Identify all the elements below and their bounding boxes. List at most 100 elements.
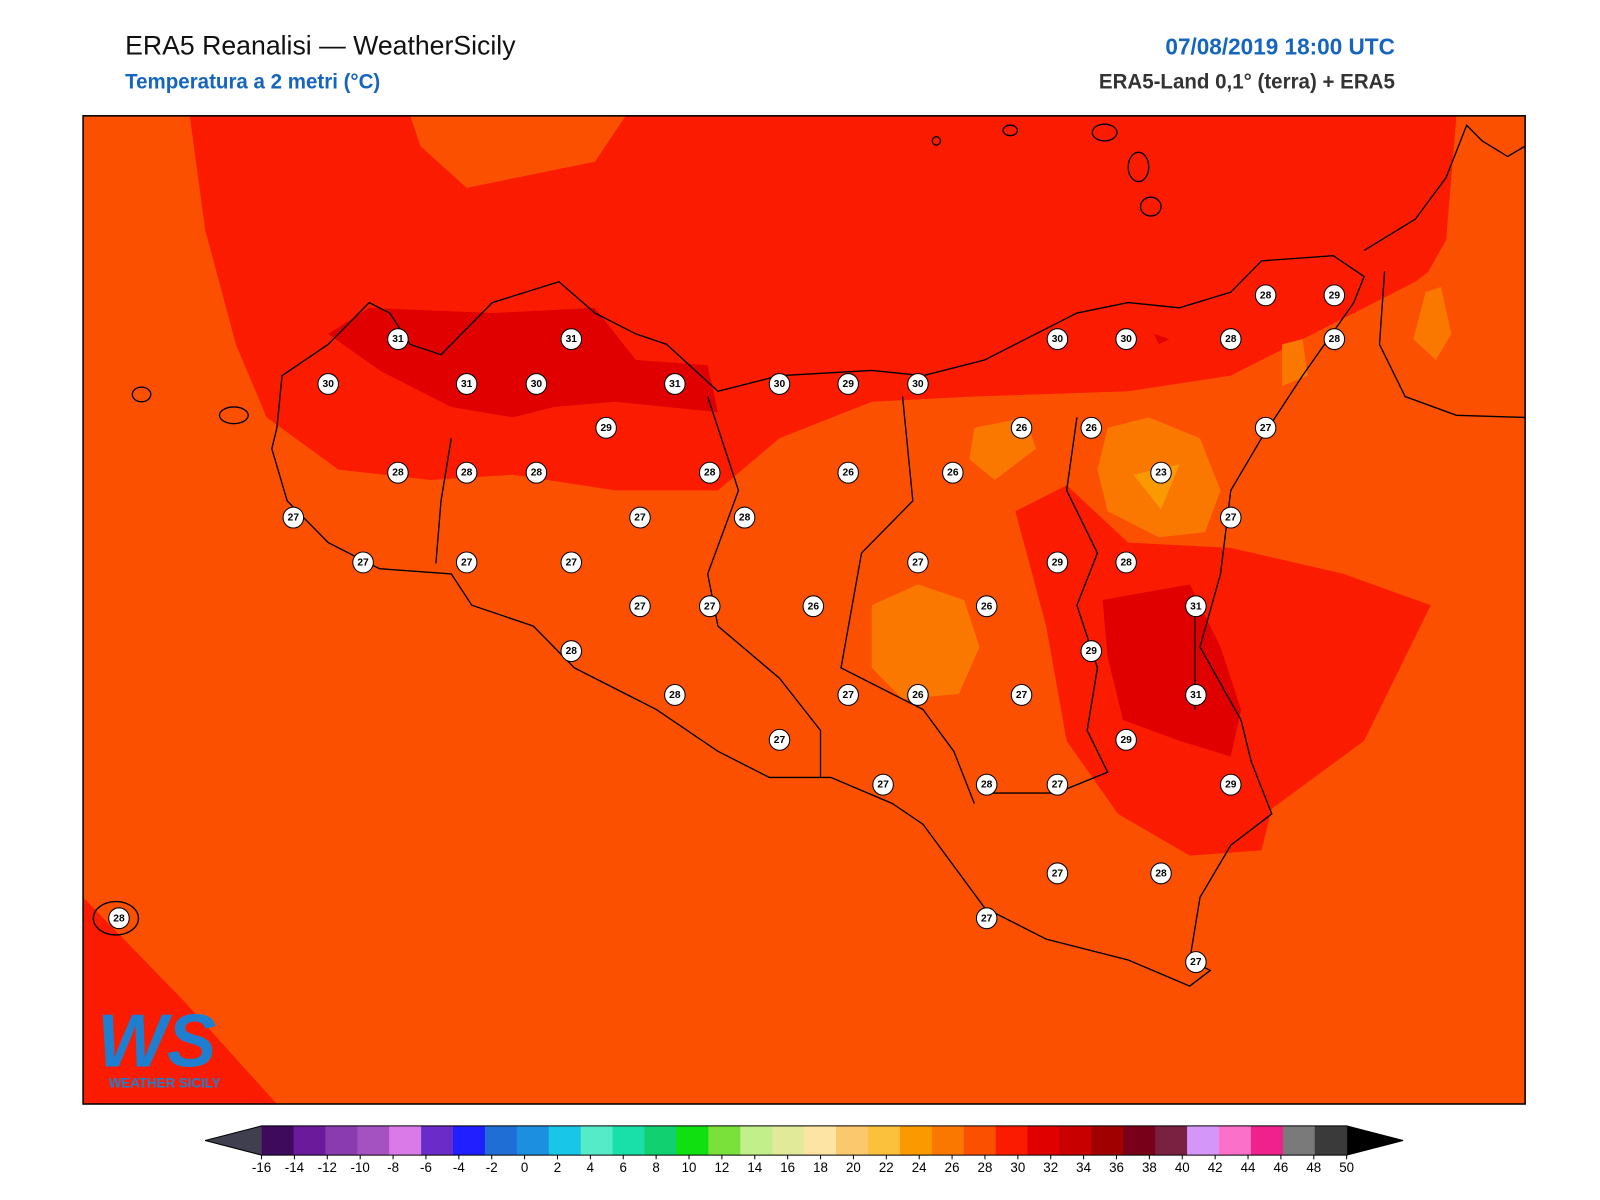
station-value: 28 xyxy=(704,468,716,479)
station-value: 28 xyxy=(1260,290,1272,301)
station-value: 29 xyxy=(1329,290,1341,301)
station: 26 xyxy=(837,461,859,484)
station: 28 xyxy=(1254,284,1277,307)
station-dot xyxy=(1185,951,1207,974)
station-value: 27 xyxy=(461,557,473,568)
station: 29 xyxy=(837,373,859,395)
colorbar-bin xyxy=(580,1125,614,1156)
island xyxy=(218,406,249,425)
station-dot xyxy=(664,684,686,706)
station-value: 31 xyxy=(1190,690,1202,701)
station-value: 27 xyxy=(877,780,889,791)
station-dot xyxy=(1323,284,1346,307)
colorbar-bin xyxy=(1314,1125,1348,1156)
station: 23 xyxy=(1150,461,1172,484)
island xyxy=(92,900,140,936)
station-dot xyxy=(698,461,721,484)
colorbar-tick-label: 28 xyxy=(978,1160,993,1175)
station-dot xyxy=(664,373,686,395)
colorbar-bin xyxy=(963,1125,997,1156)
subtitle: Temperatura a 2 metri (°C) xyxy=(125,71,380,94)
island xyxy=(131,386,152,403)
station: 28 xyxy=(1323,328,1346,351)
map-frame xyxy=(82,115,1526,1105)
station: 28 xyxy=(455,461,478,484)
station: 27 xyxy=(975,907,998,930)
station-value: 28 xyxy=(1329,334,1341,345)
station-dot xyxy=(455,461,478,484)
colorbar-bin xyxy=(293,1125,326,1156)
station: 31 xyxy=(664,373,686,395)
colorbar-bin xyxy=(708,1125,741,1156)
station: 30 xyxy=(768,373,791,395)
station-dot xyxy=(975,595,998,618)
station-dot xyxy=(560,640,583,663)
colorbar-bin xyxy=(867,1125,901,1156)
station: 27 xyxy=(629,506,651,529)
station: 29 xyxy=(1115,728,1137,751)
colorbar-bin xyxy=(1187,1125,1220,1156)
station-value: 27 xyxy=(566,557,578,568)
station-value: 26 xyxy=(1016,423,1028,434)
station: 27 xyxy=(352,551,374,574)
station-value: 30 xyxy=(774,379,786,390)
station-value: 28 xyxy=(461,468,473,479)
station-dot xyxy=(975,773,998,796)
colorbar-tick-label: 30 xyxy=(1010,1160,1025,1175)
station-dot xyxy=(698,595,721,618)
station-dot xyxy=(1185,595,1207,618)
colorbar-tick-label: 16 xyxy=(780,1160,795,1175)
colorbar-bin xyxy=(1155,1125,1188,1156)
colorbar-tick-label: 2 xyxy=(554,1160,561,1175)
colorbar-tick-label: 48 xyxy=(1306,1160,1321,1175)
colorbar-tick-label: 38 xyxy=(1142,1160,1157,1175)
station-value: 29 xyxy=(843,379,855,390)
colorbar-bin xyxy=(1059,1125,1092,1156)
colorbar-tick-label: 4 xyxy=(587,1160,595,1175)
station-dot xyxy=(387,328,409,351)
station: 28 xyxy=(1150,862,1172,885)
colorbar-bin xyxy=(484,1125,518,1156)
station: 27 xyxy=(282,506,305,529)
station: 29 xyxy=(1046,551,1069,574)
station-dot xyxy=(282,506,305,529)
coastlines xyxy=(92,123,1526,987)
station: 31 xyxy=(1185,595,1207,618)
station: 27 xyxy=(455,551,478,574)
station-dot xyxy=(387,461,409,484)
station-dot xyxy=(560,328,583,351)
station-value: 26 xyxy=(843,468,855,479)
field-zone xyxy=(410,115,626,188)
colorbar-bin xyxy=(1219,1125,1252,1156)
station-dot xyxy=(1080,640,1103,663)
station-value: 27 xyxy=(1052,780,1064,791)
colorbar-bin xyxy=(899,1125,933,1156)
colorbar-bin xyxy=(836,1125,869,1156)
colorbar-under xyxy=(205,1125,262,1156)
station-value: 28 xyxy=(669,690,681,701)
station-dot xyxy=(1080,416,1103,439)
station-value: 31 xyxy=(669,379,681,390)
colorbar-tick-label: -14 xyxy=(285,1160,305,1175)
station-dot xyxy=(1185,684,1207,706)
station-value: 30 xyxy=(1120,334,1132,345)
station: 27 xyxy=(560,551,583,574)
station-value: 27 xyxy=(912,557,924,568)
station-dot xyxy=(352,551,374,574)
colorbar-tick-label: 40 xyxy=(1175,1160,1190,1175)
station-value: 27 xyxy=(1016,690,1028,701)
station-value: 26 xyxy=(1086,423,1098,434)
station-dot xyxy=(1010,416,1033,439)
station-dot xyxy=(317,373,339,395)
station: 31 xyxy=(387,328,409,351)
colorbar-bin xyxy=(1282,1125,1316,1156)
island xyxy=(1091,123,1118,142)
island xyxy=(1002,124,1019,137)
station-value: 30 xyxy=(531,379,543,390)
colorbar-bin xyxy=(389,1125,422,1156)
station-value: 31 xyxy=(1190,601,1202,612)
station-value: 27 xyxy=(634,601,646,612)
station-dot xyxy=(525,373,548,395)
colorbar-bin xyxy=(676,1125,709,1156)
station: 27 xyxy=(1254,416,1277,439)
